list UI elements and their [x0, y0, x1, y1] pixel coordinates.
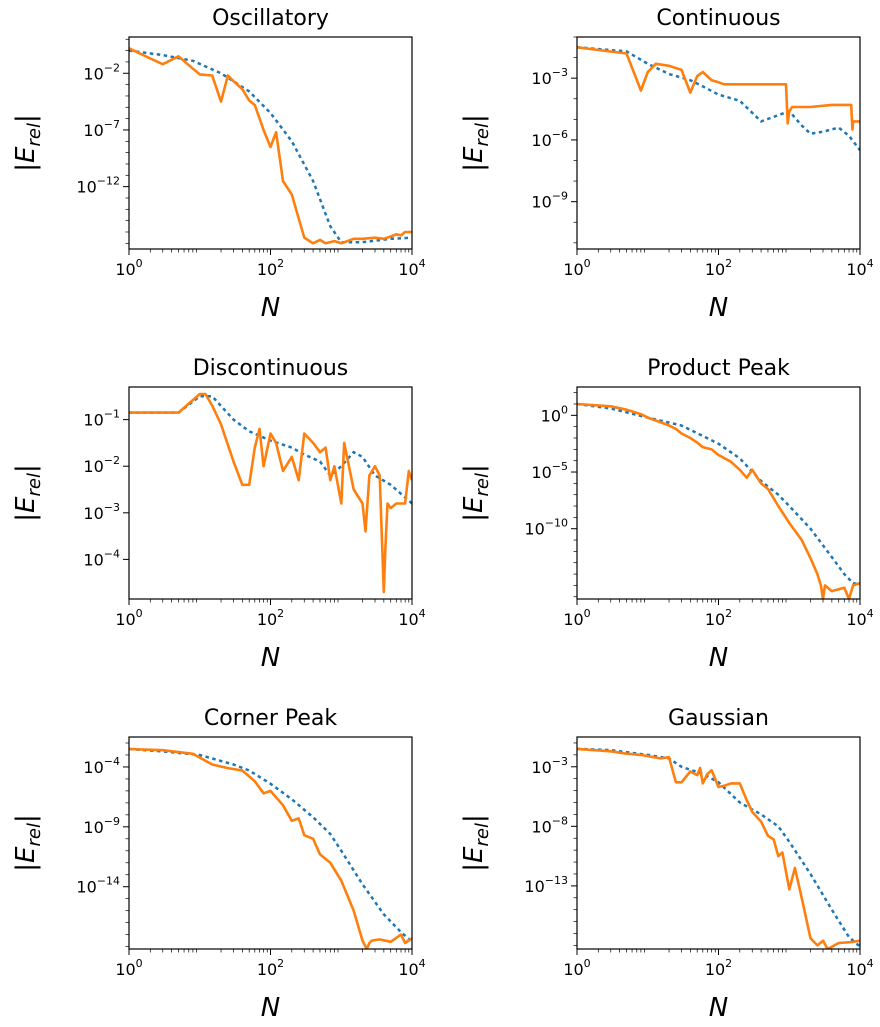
plot-frame: [576, 36, 861, 250]
y-tick-label: 10−12: [76, 175, 120, 197]
y-tick-label: 10−1: [83, 408, 120, 430]
dotted-series-line: [577, 402, 860, 586]
plot-frame: [576, 736, 861, 950]
plot-frame: [128, 36, 413, 250]
subplot-title: Oscillatory: [212, 6, 329, 31]
x-tick-label: 100: [563, 607, 590, 629]
x-tick-label: 100: [115, 607, 142, 629]
solid-series-line: [129, 747, 412, 949]
y-axis-label: |Erel|: [459, 814, 493, 871]
x-tick-label: 104: [398, 257, 425, 279]
y-axis-label: |Erel|: [459, 114, 493, 171]
y-tick-label: 10−9: [531, 190, 568, 212]
y-tick-label: 10−3: [531, 755, 568, 777]
x-tick-label: 102: [705, 607, 732, 629]
x-tick-label: 104: [846, 607, 873, 629]
x-axis-label: N: [709, 293, 728, 323]
y-tick-label: 10−2: [83, 454, 120, 476]
subplot-product-peak: Product Peak 100 102 104 100 10−5 10−10 N |Erel|: [459, 356, 874, 673]
y-tick-label: 10−8: [531, 814, 568, 836]
y-tick-label: 10−13: [524, 874, 568, 896]
y-tick-label: 10−5: [531, 460, 568, 482]
x-tick-label: 102: [257, 257, 284, 279]
x-tick-label: 100: [563, 257, 590, 279]
solid-series-line: [577, 46, 860, 131]
subplot-title: Discontinuous: [193, 356, 349, 381]
y-tick-label: 10−6: [531, 128, 568, 150]
subplot-oscillatory: Oscillatory 100 102 104 10−2 10−7 10−12 N |Erel|: [11, 6, 426, 323]
subplot-title: Corner Peak: [204, 706, 337, 731]
x-tick-label: 100: [563, 957, 590, 979]
y-tick-label: 10−3: [83, 501, 120, 523]
plot-frame: [576, 386, 861, 600]
plot-frame: [128, 736, 413, 950]
y-tick-label: 10−2: [83, 61, 120, 83]
x-axis-label: N: [709, 643, 728, 673]
y-axis-label: |Erel|: [11, 814, 45, 871]
y-tick-label: 10−7: [83, 118, 120, 140]
subplot-title: Continuous: [656, 6, 780, 31]
x-tick-label: 100: [115, 957, 142, 979]
y-tick-label: 10−4: [83, 755, 120, 777]
x-tick-label: 104: [846, 257, 873, 279]
subplot-title: Gaussian: [668, 706, 769, 731]
y-axis-label: |Erel|: [11, 114, 45, 171]
dotted-series-line: [129, 747, 412, 943]
x-tick-label: 100: [115, 257, 142, 279]
dotted-series-line: [577, 747, 860, 948]
plot-frame: [128, 386, 413, 600]
x-tick-label: 102: [705, 257, 732, 279]
y-tick-label: 10−14: [76, 875, 120, 897]
solid-series-line: [129, 47, 412, 245]
y-axis-label: |Erel|: [11, 464, 45, 521]
subplot-title: Product Peak: [647, 356, 790, 381]
x-axis-label: N: [709, 993, 728, 1023]
solid-series-line: [577, 747, 860, 949]
subplot-corner-peak: Corner Peak 100 102 104 10−4 10−9 10−14 N |Erel|: [11, 706, 426, 1023]
x-tick-label: 104: [846, 957, 873, 979]
dotted-series-line: [129, 49, 412, 244]
solid-series-line: [577, 402, 860, 599]
solid-series-line: [129, 392, 412, 594]
x-tick-label: 102: [257, 607, 284, 629]
x-axis-label: N: [261, 993, 280, 1023]
x-tick-label: 104: [398, 957, 425, 979]
y-tick-label: 10−9: [83, 815, 120, 837]
x-tick-label: 102: [705, 957, 732, 979]
x-axis-label: N: [261, 643, 280, 673]
dotted-series-line: [577, 46, 860, 151]
subplot-discontinuous: Discontinuous 100 102 104 10−1 10−2 10−3 10−4 N |…: [11, 356, 426, 673]
x-axis-label: N: [261, 293, 280, 323]
y-tick-label: 10−3: [531, 66, 568, 88]
x-tick-label: 102: [257, 957, 284, 979]
y-tick-label: 100: [541, 403, 568, 425]
x-tick-label: 104: [398, 607, 425, 629]
y-tick-label: 10−10: [524, 517, 568, 539]
subplot-gaussian: Gaussian 100 102 104 10−3 10−8 10−13 N |Erel|: [459, 706, 874, 1023]
y-tick-label: 10−4: [83, 547, 120, 569]
y-axis-label: |Erel|: [459, 464, 493, 521]
subplot-continuous: Continuous 100 102 104 10−3 10−6 10−9 N |Erel|: [459, 6, 874, 323]
